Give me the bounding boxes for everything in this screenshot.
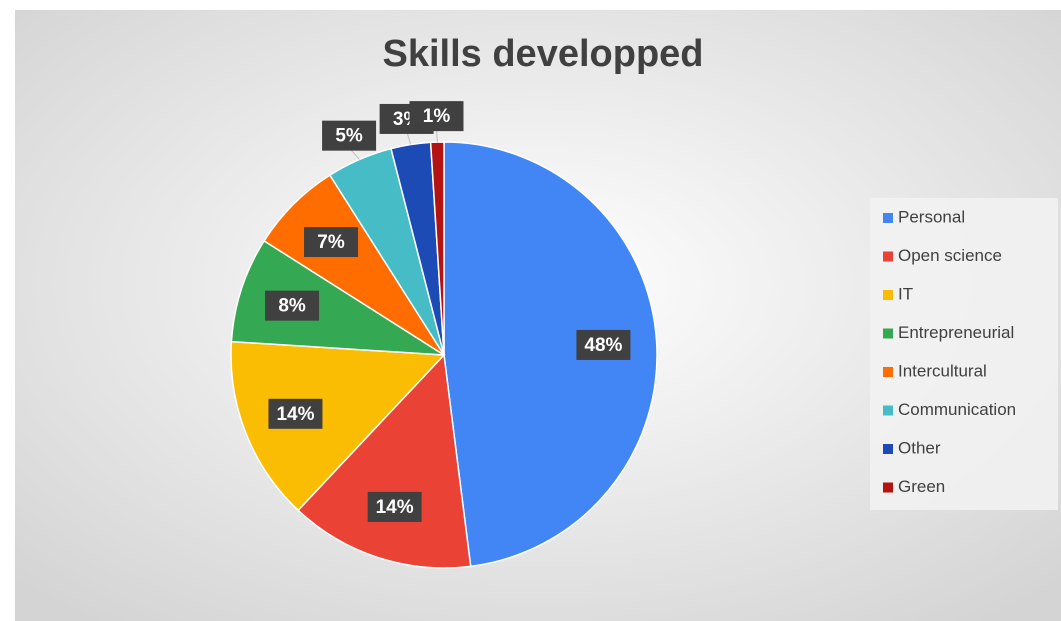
legend-swatch [883, 367, 893, 377]
data-label-box [265, 290, 320, 321]
pie-slice [443, 141, 658, 568]
data-label: 48% [584, 335, 622, 356]
pie-slice [230, 340, 446, 512]
legend-swatch [883, 444, 893, 454]
data-label-box [304, 227, 359, 258]
data-label-box [322, 120, 377, 151]
legend-swatch [883, 213, 893, 223]
legend-label: Intercultural [898, 361, 987, 380]
legend-box [870, 198, 1058, 510]
data-label-box [367, 491, 422, 522]
data-label: 7% [317, 232, 345, 253]
data-label: 14% [376, 497, 414, 518]
legend-label: Communication [898, 400, 1016, 419]
chart-title: Skills developped [383, 33, 704, 75]
data-label: 5% [335, 126, 363, 147]
data-label: 1% [423, 106, 451, 127]
legend-swatch [883, 290, 893, 300]
pie-slice [230, 239, 445, 356]
legend-swatch [883, 405, 893, 416]
data-label: 8% [278, 296, 306, 317]
legend-label: Other [898, 438, 941, 457]
pie-slice [297, 353, 472, 569]
legend-swatch [883, 482, 893, 493]
legend-label: Personal [898, 207, 965, 226]
legend-label: IT [898, 284, 913, 303]
legend-label: Entrepreneurial [898, 323, 1014, 342]
data-label-box [576, 329, 631, 360]
legend-swatch [883, 328, 893, 339]
data-label-box [268, 398, 323, 429]
legend-label: Open science [898, 246, 1002, 265]
legend-label: Green [898, 477, 945, 496]
legend-swatch [883, 251, 893, 262]
data-label: 14% [276, 404, 314, 425]
data-label-box [409, 101, 464, 132]
